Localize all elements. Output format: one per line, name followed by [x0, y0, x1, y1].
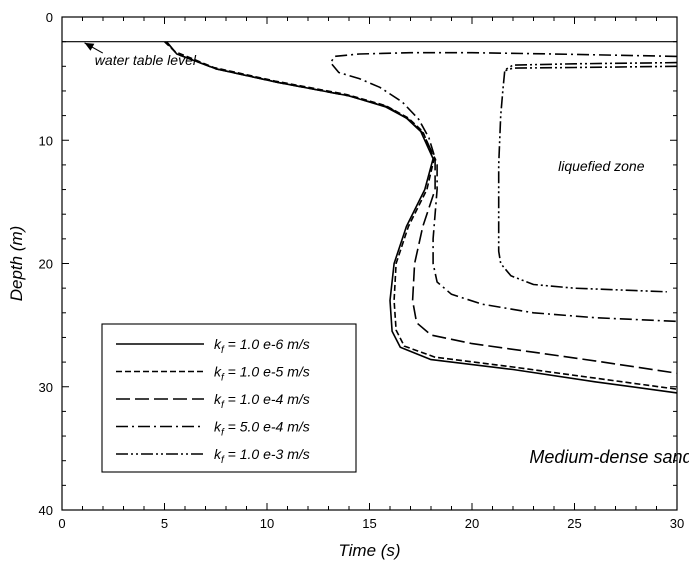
- y-tick-label: 0: [46, 10, 53, 25]
- series-line-4: [329, 51, 678, 323]
- annotations: water table level liquefied zone Medium-de…: [84, 42, 689, 467]
- x-tick-label: 25: [567, 516, 581, 531]
- series-line-5: [497, 61, 678, 293]
- series-line-3: [165, 41, 678, 374]
- water-table-label: water table level: [95, 52, 197, 68]
- water-table-arrow-head: [84, 42, 95, 51]
- legend-box: [101, 323, 357, 473]
- y-tick-label: 10: [39, 133, 53, 148]
- x-tick-label: 15: [362, 516, 376, 531]
- legend-label-1: kf = 1.0 e-6 m/s: [214, 336, 310, 356]
- liquefied-zone-label: liquefied zone: [558, 158, 645, 174]
- x-tick-label: 30: [670, 516, 684, 531]
- x-axis-label: Time (s): [338, 541, 400, 560]
- x-tick-label: 0: [58, 516, 65, 531]
- legend-label-4: kf = 5.0 e-4 m/s: [214, 419, 310, 439]
- y-tick-label: 20: [39, 257, 53, 272]
- legend: kf = 1.0 e-6 m/s kf = 1.0 e-5 m/s kf = 1.0…: [101, 323, 357, 473]
- y-tick-label: 30: [39, 380, 53, 395]
- x-tick-label: 5: [161, 516, 168, 531]
- x-tick-label: 20: [465, 516, 479, 531]
- y-tick-label: 40: [39, 503, 53, 518]
- legend-label-3: kf = 1.0 e-4 m/s: [214, 391, 310, 411]
- series-line-6: [503, 65, 678, 72]
- soil-type-label: Medium-dense sand: [529, 447, 689, 467]
- x-tick-label: 10: [260, 516, 274, 531]
- y-axis-label: Depth (m): [7, 226, 26, 302]
- plot-frame: [61, 16, 678, 511]
- legend-label-2: kf = 1.0 e-5 m/s: [214, 364, 310, 384]
- legend-label-5: kf = 1.0 e-3 m/s: [214, 446, 310, 466]
- series-lines: [163, 41, 678, 394]
